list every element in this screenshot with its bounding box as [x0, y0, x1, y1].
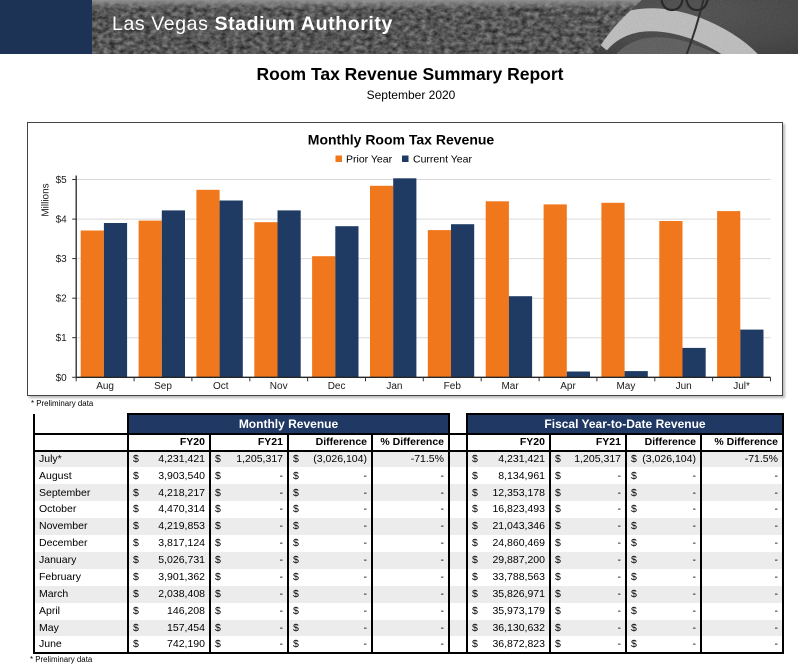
svg-text:Jul*: Jul* — [733, 381, 750, 392]
svg-text:$3: $3 — [56, 254, 68, 265]
svg-text:$5: $5 — [56, 175, 68, 186]
svg-text:$4: $4 — [56, 215, 68, 226]
svg-text:Jun: Jun — [676, 381, 692, 392]
svg-text:Aug: Aug — [96, 381, 114, 392]
svg-text:Dec: Dec — [328, 381, 346, 392]
svg-text:$2: $2 — [56, 294, 68, 305]
svg-text:Monthly Room Tax Revenue: Monthly Room Tax Revenue — [308, 132, 495, 148]
svg-text:$0: $0 — [56, 373, 68, 384]
svg-text:Mar: Mar — [501, 381, 519, 392]
svg-text:Jan: Jan — [386, 381, 402, 392]
svg-text:Current Year: Current Year — [413, 154, 472, 166]
svg-text:Millions: Millions — [41, 183, 52, 216]
svg-text:$1: $1 — [56, 333, 68, 344]
svg-text:May: May — [616, 381, 635, 392]
svg-text:Oct: Oct — [213, 381, 229, 392]
svg-text:Nov: Nov — [270, 381, 288, 392]
svg-text:Prior Year: Prior Year — [346, 154, 393, 166]
svg-text:Apr: Apr — [560, 381, 576, 392]
svg-text:Feb: Feb — [444, 381, 462, 392]
svg-text:Sep: Sep — [154, 381, 172, 392]
